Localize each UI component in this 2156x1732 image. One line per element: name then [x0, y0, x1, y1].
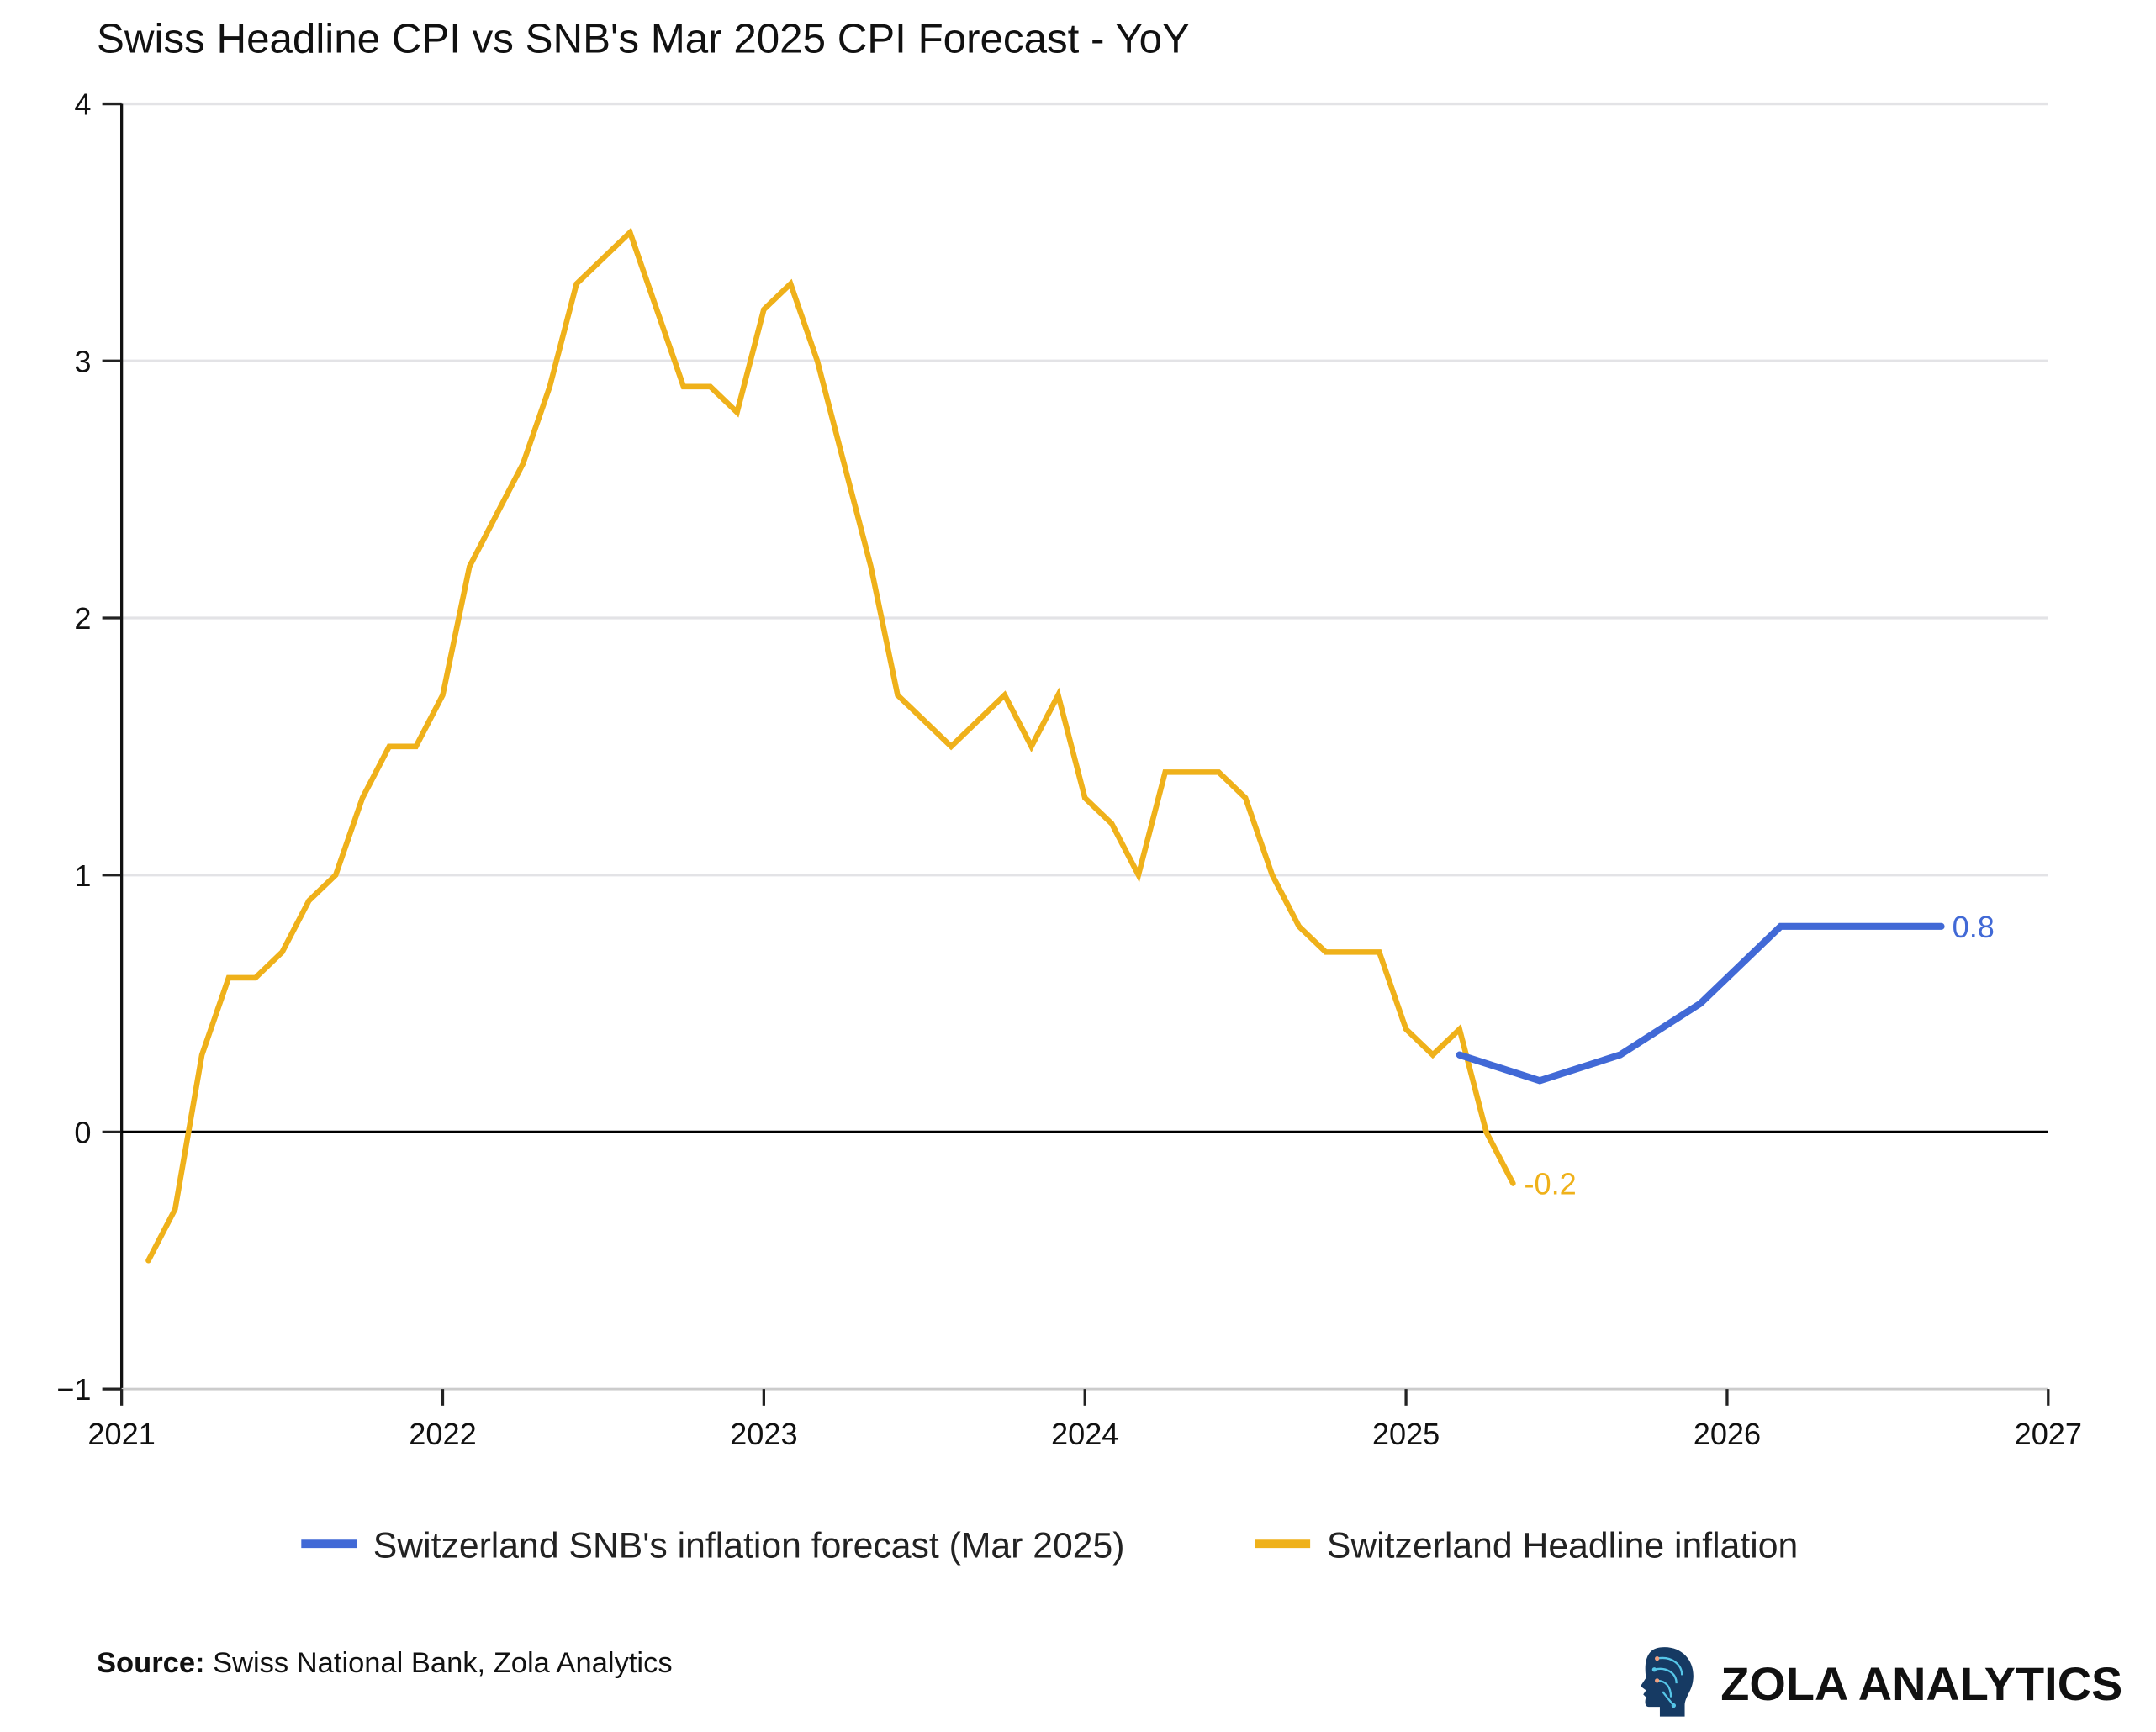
brain-head-icon [1640, 1647, 1694, 1717]
legend-label-forecast: Switzerland SNB's inflation forecast (Ma… [373, 1526, 1125, 1566]
legend-label-headline: Switzerland Headline inflation [1327, 1526, 1798, 1566]
x-tick-label: 2027 [2015, 1417, 2082, 1451]
y-tick-label: 3 [74, 344, 91, 378]
end-label-headline: -0.2 [1525, 1167, 1577, 1201]
source-note: Source: Swiss National Bank, Zola Analyt… [97, 1647, 673, 1679]
source-label: Source: [97, 1647, 204, 1679]
y-tick-label: 1 [74, 858, 91, 893]
x-tick-label: 2022 [409, 1417, 476, 1451]
brand-name: ZOLA ANALYTICS [1720, 1657, 2122, 1710]
y-tick-label: 4 [74, 87, 91, 122]
end-label-forecast: 0.8 [1953, 910, 1995, 944]
source-text: Swiss National Bank, Zola Analytics [205, 1647, 673, 1679]
x-tick-label: 2021 [87, 1417, 155, 1451]
y-tick-label: −1 [56, 1372, 91, 1407]
series-lines: -0.2 0.8 [145, 227, 1995, 1264]
y-tick-label: 2 [74, 601, 91, 636]
x-tick-label: 2024 [1051, 1417, 1118, 1451]
x-tick-label: 2026 [1694, 1417, 1761, 1451]
x-tick-label: 2023 [730, 1417, 797, 1451]
legend: Switzerland SNB's inflation forecast (Ma… [301, 1526, 1798, 1566]
x-tick-label: 2025 [1372, 1417, 1440, 1451]
chart-title: Swiss Headline CPI vs SNB's Mar 2025 CPI… [97, 16, 1190, 62]
axes: 4 3 2 1 0 −1 2021 2022 2023 2024 2025 2026 2027 [56, 87, 2082, 1451]
series-line-headline [145, 227, 1516, 1264]
y-tick-label: 0 [74, 1116, 91, 1150]
